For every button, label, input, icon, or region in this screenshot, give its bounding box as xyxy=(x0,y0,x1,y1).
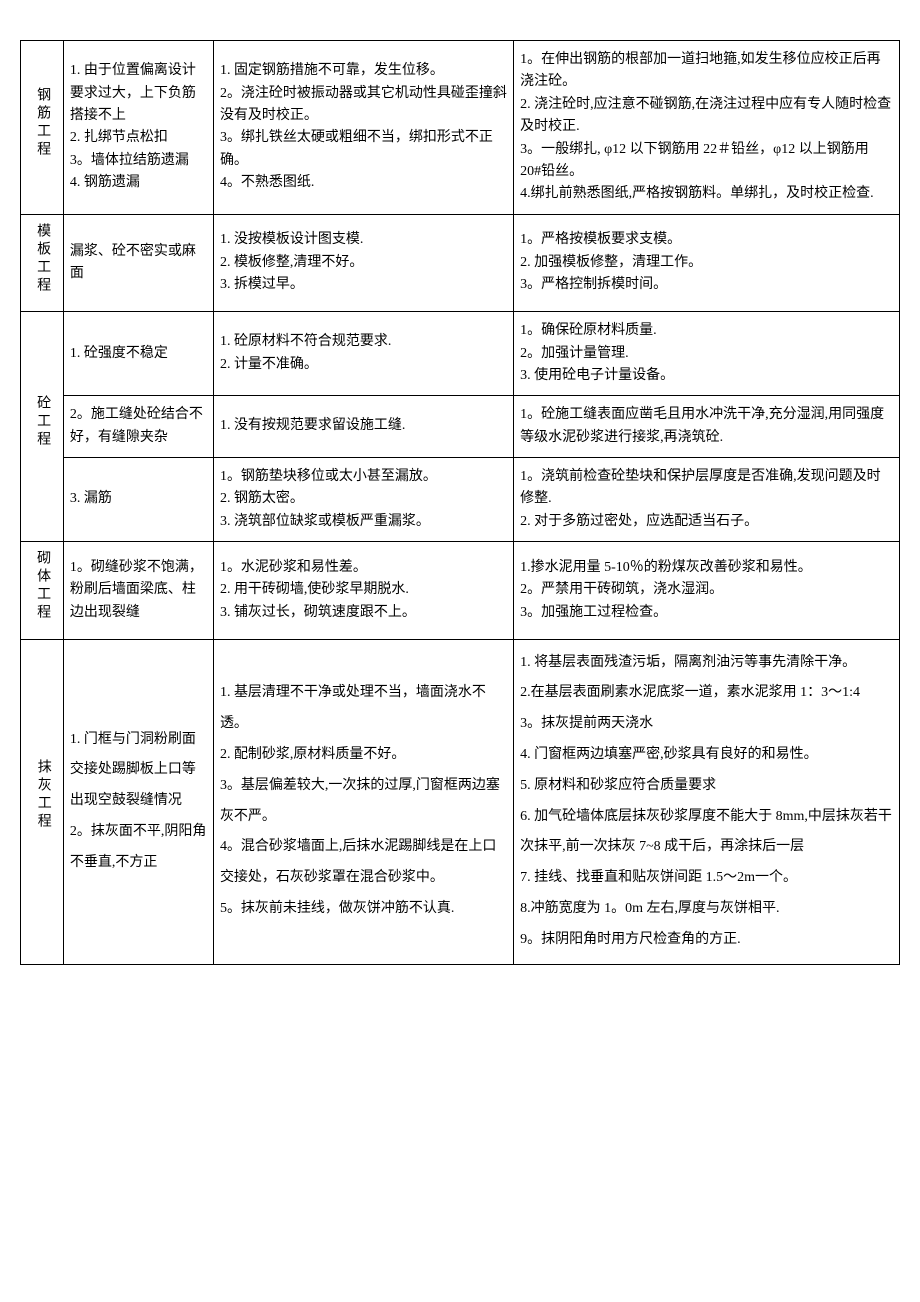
table-row: 砼工程 1. 砼强度不稳定 1. 砼原材料不符合规范要求.2. 计量不准确。 1… xyxy=(21,312,900,396)
problem-cell: 1. 门框与门洞粉刷面交接处踢脚板上口等出现空鼓裂缝情况2。抹灰面不平,阴阳角不… xyxy=(63,639,213,964)
table-row: 模板工程 漏浆、砼不密实或麻面 1. 没按模板设计图支模.2. 模板修整,清理不… xyxy=(21,214,900,311)
table-row: 抹灰工程 1. 门框与门洞粉刷面交接处踢脚板上口等出现空鼓裂缝情况2。抹灰面不平… xyxy=(21,639,900,964)
measure-cell: 1。浇筑前检查砼垫块和保护层厚度是否准确,发现问题及时修整.2. 对于多筋过密处… xyxy=(514,458,900,542)
cause-cell: 1. 砼原材料不符合规范要求.2. 计量不准确。 xyxy=(213,312,513,396)
cause-cell: 1. 基层清理不干净或处理不当，墙面浇水不透。2. 配制砂浆,原材料质量不好。3… xyxy=(213,639,513,964)
category-plastering: 抹灰工程 xyxy=(21,639,64,964)
category-masonry: 砌体工程 xyxy=(21,542,64,639)
measure-cell: 1。在伸出钢筋的根部加一道扫地箍,如发生移位应校正后再浇注砼。2. 浇注砼时,应… xyxy=(514,41,900,215)
problem-cell: 漏浆、砼不密实或麻面 xyxy=(63,214,213,311)
cause-cell: 1. 没按模板设计图支模.2. 模板修整,清理不好。3. 拆模过早。 xyxy=(213,214,513,311)
measure-cell: 1。严格按模板要求支模。2. 加强模板修整，清理工作。3。严格控制拆模时间。 xyxy=(514,214,900,311)
category-rebar: 钢筋工程 xyxy=(21,41,64,215)
problem-cell: 1。砌缝砂浆不饱满，粉刷后墙面梁底、柱边出现裂缝 xyxy=(63,542,213,639)
table-row: 钢筋工程 1. 由于位置偏离设计要求过大，上下负筋搭接不上2. 扎绑节点松扣3。… xyxy=(21,41,900,215)
cause-cell: 1。水泥砂浆和易性差。2. 用干砖砌墙,使砂浆早期脱水.3. 铺灰过长，砌筑速度… xyxy=(213,542,513,639)
measure-cell: 1。确保砼原材料质量.2。加强计量管理.3. 使用砼电子计量设备。 xyxy=(514,312,900,396)
category-concrete: 砼工程 xyxy=(21,312,64,542)
cause-cell: 1。钢筋垫块移位或太小甚至漏放。2. 钢筋太密。3. 浇筑部位缺浆或模板严重漏浆… xyxy=(213,458,513,542)
category-formwork: 模板工程 xyxy=(21,214,64,311)
construction-quality-table: 钢筋工程 1. 由于位置偏离设计要求过大，上下负筋搭接不上2. 扎绑节点松扣3。… xyxy=(20,40,900,965)
table-row: 3. 漏筋 1。钢筋垫块移位或太小甚至漏放。2. 钢筋太密。3. 浇筑部位缺浆或… xyxy=(21,458,900,542)
cause-cell: 1. 没有按规范要求留设施工缝. xyxy=(213,396,513,458)
cause-cell: 1. 固定钢筋措施不可靠，发生位移。2。浇注砼时被振动器或其它机动性具碰歪撞斜没… xyxy=(213,41,513,215)
table-row: 砌体工程 1。砌缝砂浆不饱满，粉刷后墙面梁底、柱边出现裂缝 1。水泥砂浆和易性差… xyxy=(21,542,900,639)
problem-cell: 3. 漏筋 xyxy=(63,458,213,542)
measure-cell: 1. 将基层表面残渣污垢，隔离剂油污等事先清除干净。2.在基层表面刷素水泥底浆一… xyxy=(514,639,900,964)
table-row: 2。施工缝处砼结合不好，有缝隙夹杂 1. 没有按规范要求留设施工缝. 1。砼施工… xyxy=(21,396,900,458)
measure-cell: 1.掺水泥用量 5-10％的粉煤灰改善砂浆和易性。2。严禁用干砖砌筑，浇水湿润。… xyxy=(514,542,900,639)
problem-cell: 2。施工缝处砼结合不好，有缝隙夹杂 xyxy=(63,396,213,458)
problem-cell: 1. 砼强度不稳定 xyxy=(63,312,213,396)
problem-cell: 1. 由于位置偏离设计要求过大，上下负筋搭接不上2. 扎绑节点松扣3。墙体拉结筋… xyxy=(63,41,213,215)
measure-cell: 1。砼施工缝表面应凿毛且用水冲洗干净,充分湿润,用同强度等级水泥砂浆进行接浆,再… xyxy=(514,396,900,458)
